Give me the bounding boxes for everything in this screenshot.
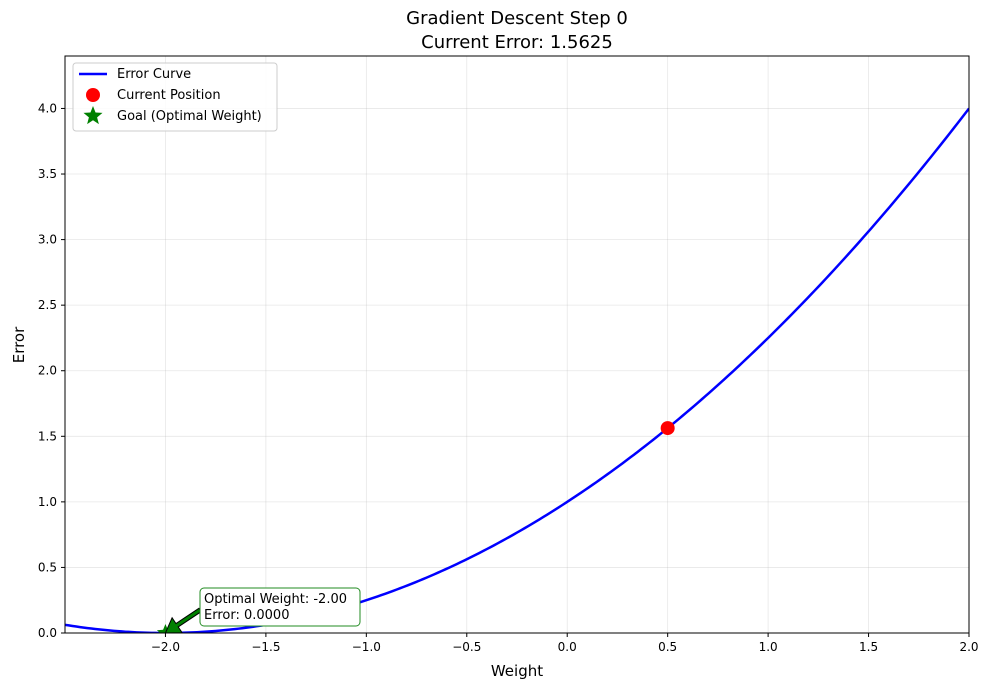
legend-box [72,62,278,132]
y-axis-label: Error [10,326,28,363]
current-position-marker [660,421,675,436]
y-tick-label: 3.5 [38,167,57,181]
plot-frame [64,55,970,634]
y-tick-label: 2.5 [38,298,57,312]
x-axis-label: Weight [491,662,543,680]
annotation-arrow [164,607,202,634]
x-tick-label: −1.5 [251,640,280,654]
grid [65,56,970,634]
x-tick-label: −0.5 [452,640,481,654]
legend-label-error-curve: Error Curve [117,67,191,82]
axis-ticks: −2.0 −1.5 −1.0 −0.5 0.0 0.5 1.0 1.5 2.0 0.0 0.5 1.0… [38,101,979,654]
plot-series [65,107,969,633]
chart-title-line2: Current Error: 1.5625 [421,32,613,53]
x-tick-label: −1.0 [352,640,381,654]
x-tick-label: 0.5 [658,640,677,654]
y-tick-label: 3.0 [38,233,57,247]
x-tick-label: 1.0 [759,640,778,654]
legend-swatch-current-position [86,88,100,102]
x-tick-label: −2.0 [151,640,180,654]
legend-swatch-goal [83,106,103,125]
x-tick-label: 2.0 [959,640,978,654]
y-tick-label: 0.5 [38,560,57,574]
legend: Error Curve Current Position Goal (Optimal… [72,62,278,132]
chart-title-line1: Gradient Descent Step 0 [406,8,628,29]
y-tick-label: 1.0 [38,495,57,509]
x-tick-label: 1.5 [859,640,878,654]
annotation-text-line2: Error: 0.0000 [204,608,289,623]
annotation-box [199,587,361,627]
annotation-text-line1: Optimal Weight: -2.00 [204,592,347,607]
y-tick-label: 1.5 [38,429,57,443]
y-tick-label: 4.0 [38,101,57,115]
legend-label-goal: Goal (Optimal Weight) [117,109,262,124]
y-tick-label: 0.0 [38,626,57,640]
error-curve-line [65,107,969,633]
y-tick-label: 2.0 [38,364,57,378]
legend-label-current-position: Current Position [117,88,221,103]
x-tick-label: 0.0 [558,640,577,654]
